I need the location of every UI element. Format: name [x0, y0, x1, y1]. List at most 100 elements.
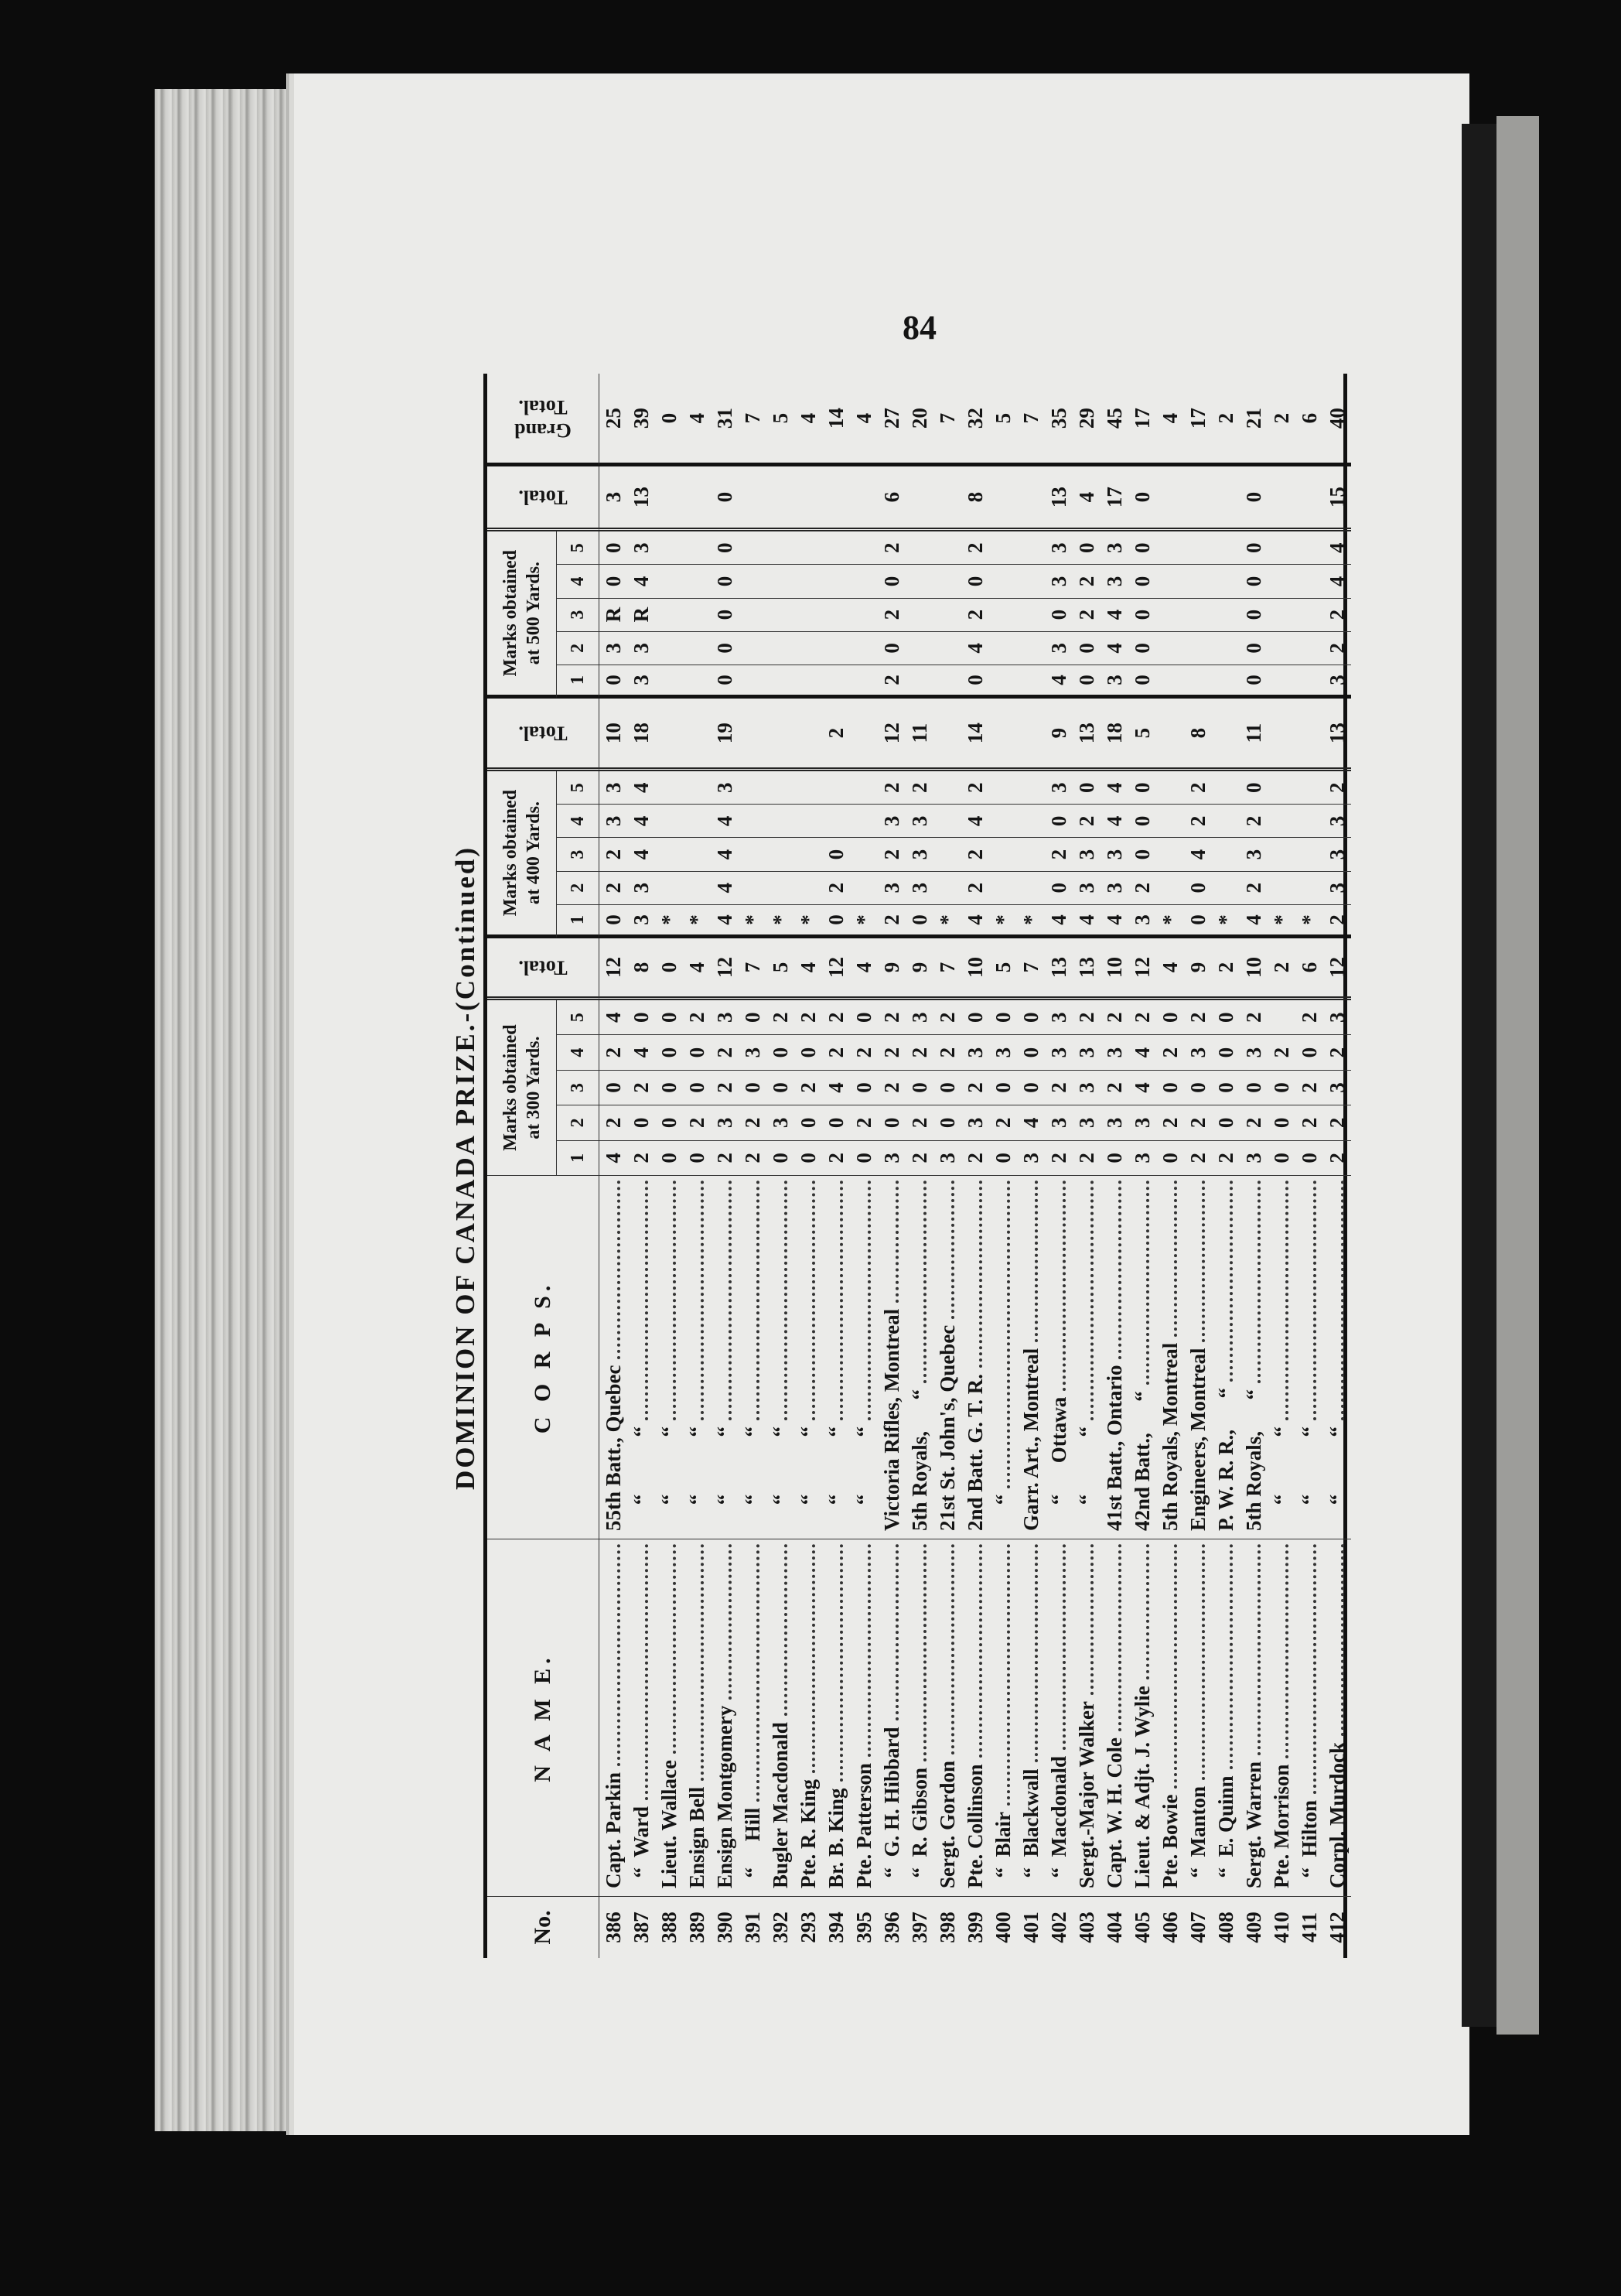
cell-300-shot-4: 3 [739, 1035, 766, 1071]
cell-400-shot-2 [933, 871, 961, 905]
cell-500-shot-5 [1212, 531, 1240, 565]
cell-total-300: 4 [1156, 938, 1184, 1001]
cell-400-shot-4 [1212, 805, 1240, 839]
header-shot-2: 2 [557, 631, 599, 665]
cell-total-500: 4 [1073, 466, 1101, 532]
cell-corps: “ “ [822, 1176, 850, 1539]
dot-leader [756, 1544, 759, 1802]
cell-grand-total: 31 [711, 374, 739, 467]
cell-corps: 41st Batt., Ontario [1101, 1176, 1128, 1539]
cell-500-shot-4: 0 [711, 565, 739, 599]
name-text: Ensign Bell [684, 1786, 708, 1888]
cell-500-shot-4 [850, 565, 878, 599]
cell-500-shot-1: 3 [1101, 665, 1128, 699]
cell-grand-total: 17 [1128, 374, 1156, 467]
dot-leader [1202, 1544, 1205, 1780]
cell-500-shot-2 [1268, 631, 1295, 665]
cell-total-400 [655, 699, 683, 772]
cell-300-shot-5: 2 [766, 1000, 794, 1036]
cell-500-shot-2: 0 [1073, 631, 1101, 665]
dot-leader [1174, 1544, 1177, 1789]
cell-total-300: 8 [627, 938, 655, 1001]
header-shot-3: 3 [557, 598, 599, 632]
cell-corps: “ “ [1295, 1176, 1323, 1539]
cell-300-shot-5: 2 [1073, 1000, 1101, 1036]
cell-300-shot-3: 2 [1101, 1070, 1128, 1106]
cell-300-shot-1: 2 [711, 1140, 739, 1176]
cell-300-shot-3: 2 [627, 1070, 655, 1106]
cell-total-300: 10 [1101, 938, 1128, 1001]
cell-corps: 5th Royals, Montreal [1156, 1176, 1184, 1539]
header-total-label: Total. [518, 722, 568, 745]
cell-300-shot-4: 2 [878, 1035, 906, 1071]
cell-300-shot-4: 3 [961, 1035, 989, 1071]
dot-leader [1118, 1544, 1121, 1731]
cell-400-shot-3: 2 [878, 838, 906, 872]
cell-500-shot-5 [850, 531, 878, 565]
cell-500-shot-1 [1184, 665, 1212, 699]
cell-500-shot-5 [655, 531, 683, 565]
cell-400-shot-2: 2 [599, 871, 627, 905]
cell-500-shot-5 [794, 531, 822, 565]
name-text: Pte. Morrison [1269, 1764, 1293, 1888]
cell-total-300: 9 [878, 938, 906, 1001]
cell-400-shot-1: 2 [878, 904, 906, 939]
cell-name: Bugler Macdonald [766, 1539, 794, 1897]
cell-total-400 [1017, 699, 1045, 772]
cell-total-500: 13 [627, 466, 655, 532]
cell-500-shot-3: R [599, 598, 627, 632]
cell-300-shot-5: 0 [961, 1000, 989, 1036]
cell-300-shot-1: 2 [1323, 1140, 1351, 1176]
cell-400-shot-5 [850, 771, 878, 805]
dot-leader [729, 1544, 732, 1700]
cell-300-shot-2: 3 [1128, 1105, 1156, 1141]
cell-400-shot-4 [850, 805, 878, 839]
cell-grand-total: 0 [655, 374, 683, 467]
cell-500-shot-1: 2 [878, 665, 906, 699]
cell-name: Sergt.-Major Walker [1073, 1539, 1101, 1897]
cell-name: “ Manton [1184, 1539, 1212, 1897]
cell-no: 403 [1074, 1912, 1098, 1943]
cell-400-shot-2: 0 [1045, 871, 1073, 905]
name-text: Sergt. Gordon [935, 1761, 959, 1888]
cell-500-shot-4 [1184, 565, 1212, 599]
cell-total-500: 0 [711, 466, 739, 532]
cell-no: 389 [684, 1912, 708, 1943]
cell-name: Br. B. King [822, 1539, 850, 1897]
cell-300-shot-1: 2 [1184, 1140, 1212, 1176]
cell-total-500 [1156, 466, 1184, 532]
cell-300-shot-2: 2 [683, 1105, 711, 1141]
name-text: “ E. Quinn [1213, 1775, 1237, 1888]
cell-500-shot-1 [1156, 665, 1184, 699]
cell-400-shot-4: 4 [627, 805, 655, 839]
cell-400-shot-3 [933, 838, 961, 872]
table-title: DOMINION OF CANADA PRIZE.-(Continued) [450, 845, 480, 1491]
cell-total-400: 12 [878, 699, 906, 772]
cell-500-shot-4 [766, 565, 794, 599]
cell-300-shot-1: 0 [989, 1140, 1017, 1176]
cell-total-500 [906, 466, 933, 532]
dot-leader [1285, 1544, 1288, 1758]
cell-400-shot-1: 0 [906, 904, 933, 939]
cell-400-shot-2 [989, 871, 1017, 905]
cell-400-shot-2: 2 [1128, 871, 1156, 905]
cell-name: Corpl. Murdock [1323, 1539, 1351, 1897]
cell-500-shot-4: 0 [961, 565, 989, 599]
cell-500-shot-1 [850, 665, 878, 699]
cell-500-shot-2: 0 [1128, 631, 1156, 665]
corps-text: 2nd Batt. G. T. R. [963, 1373, 987, 1531]
cell-400-shot-3: 3 [906, 838, 933, 872]
cell-total-400: 18 [1101, 699, 1128, 772]
cell-total-300: 9 [1184, 938, 1212, 1001]
cell-400-shot-3 [1295, 838, 1323, 872]
cell-corps: “ “ [627, 1176, 655, 1539]
cell-500-shot-5 [989, 531, 1017, 565]
dot-leader [1035, 1544, 1038, 1763]
dot-leader [784, 1544, 787, 1717]
cell-500-shot-1: 3 [627, 665, 655, 699]
cell-400-shot-3 [794, 838, 822, 872]
cell-grand-total: 27 [878, 374, 906, 467]
cell-400-shot-2 [850, 871, 878, 905]
name-text: “ Hilton [1297, 1799, 1321, 1888]
header-shot-5: 5 [557, 771, 599, 805]
